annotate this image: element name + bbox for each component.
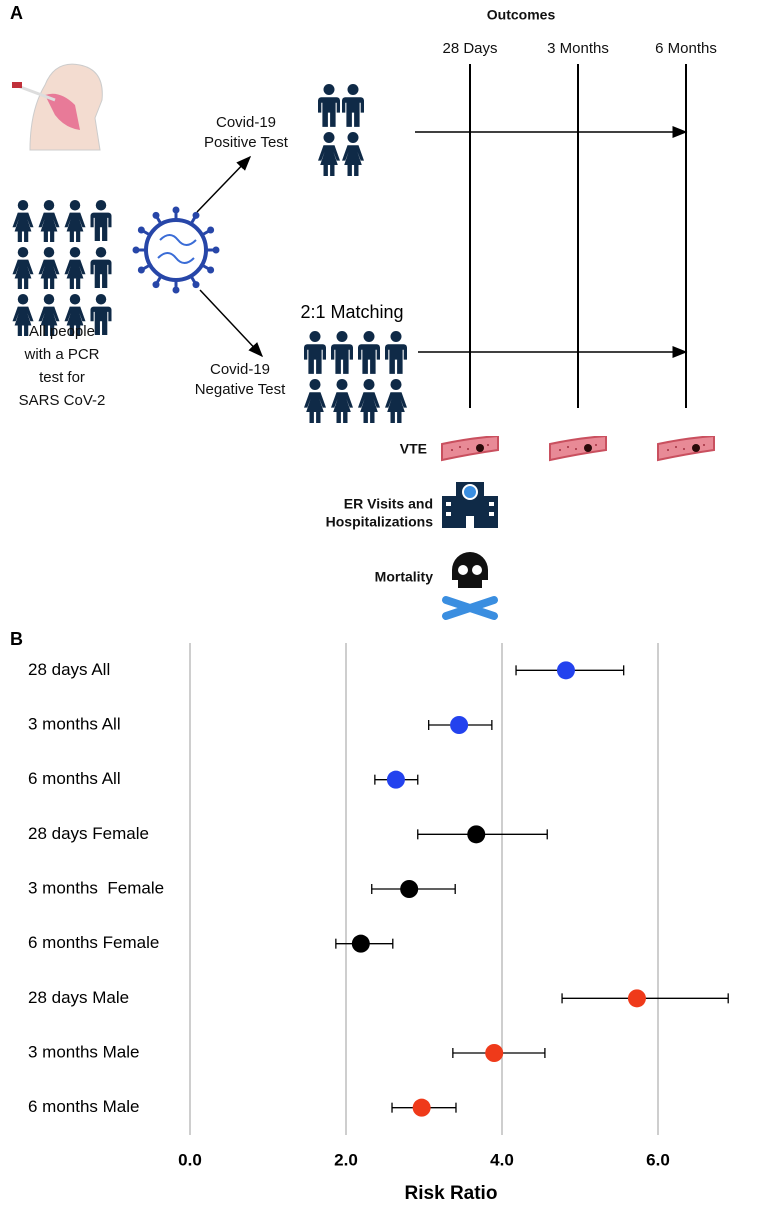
y-tick-label: 3 months Female — [28, 878, 164, 897]
person-icon — [64, 200, 86, 242]
person-icon — [342, 84, 364, 127]
person-icon — [331, 379, 353, 423]
label: All people — [29, 323, 95, 340]
person-icon — [12, 200, 34, 242]
x-tick-label: 0.0 — [178, 1150, 202, 1169]
virus-spike — [172, 286, 180, 294]
y-tick-label: 28 days All — [28, 660, 110, 679]
vein-icon — [657, 436, 715, 461]
y-tick-label: 3 months All — [28, 714, 121, 733]
label: Covid-19 — [210, 361, 270, 378]
point — [386, 770, 405, 789]
label: 3 Months — [547, 40, 609, 57]
virus-spike — [192, 211, 200, 219]
label: SARS CoV-2 — [19, 392, 106, 409]
person-icon — [342, 132, 364, 176]
panel-label: A — [10, 3, 23, 23]
label: 28 Days — [442, 40, 497, 57]
person-icon — [358, 331, 380, 374]
person-icon — [304, 379, 326, 423]
virus-spike — [207, 226, 215, 234]
y-tick-label: 6 months Female — [28, 933, 159, 952]
label: Hospitalizations — [326, 514, 434, 530]
person-icon — [318, 84, 340, 127]
person-icon — [385, 331, 407, 374]
person-icon — [304, 331, 326, 374]
virus-spike — [212, 246, 220, 254]
person-icon — [90, 200, 112, 241]
virus-spike — [137, 266, 145, 274]
y-tick-label: 28 days Male — [28, 988, 129, 1007]
label: test for — [39, 369, 85, 386]
virus-spike — [207, 266, 215, 274]
virus-spike — [152, 211, 160, 219]
skull-icon — [442, 552, 498, 620]
swab-illustration — [12, 63, 103, 151]
label: Positive Test — [204, 134, 289, 151]
y-tick-label: 3 months Male — [28, 1042, 140, 1061]
virus — [132, 206, 220, 294]
vein-icon — [441, 436, 499, 461]
person-icon — [64, 247, 86, 289]
label: Negative Test — [195, 381, 286, 398]
person-icon — [358, 379, 380, 423]
virus-spike — [132, 246, 140, 254]
x-tick-label: 4.0 — [490, 1150, 514, 1169]
arrow — [196, 155, 252, 213]
label: ER Visits and — [344, 496, 433, 512]
person-icon — [385, 379, 407, 423]
virus-spike — [137, 226, 145, 234]
virus-spike — [192, 281, 200, 289]
point — [556, 661, 575, 680]
person-icon — [38, 200, 60, 242]
arrow — [199, 289, 264, 358]
point — [412, 1098, 431, 1117]
point — [467, 825, 486, 844]
x-axis-title: Risk Ratio — [405, 1183, 498, 1204]
label: Covid-19 — [216, 114, 276, 131]
label: 6 Months — [655, 40, 717, 57]
virus-spike — [152, 281, 160, 289]
label: Mortality — [375, 569, 434, 585]
person-icon — [90, 247, 112, 288]
person-icon — [331, 331, 353, 374]
point — [450, 716, 469, 734]
point — [400, 880, 419, 898]
point — [627, 989, 646, 1008]
point — [485, 1044, 504, 1062]
y-tick-label: 6 months Male — [28, 1097, 140, 1116]
label: 2:1 Matching — [300, 302, 403, 322]
vein-icon — [549, 436, 607, 461]
point — [351, 934, 370, 953]
label: with a PCR — [23, 346, 99, 363]
person-icon — [38, 247, 60, 289]
timeline — [469, 64, 687, 408]
label: VTE — [400, 441, 427, 457]
x-tick-label: 6.0 — [646, 1150, 670, 1169]
person-icon — [318, 132, 340, 176]
x-tick-label: 2.0 — [334, 1150, 358, 1169]
label: Outcomes — [487, 7, 556, 23]
person-icon — [12, 247, 34, 289]
y-tick-label: 6 months All — [28, 769, 121, 788]
panel-label: B — [10, 629, 23, 649]
virus-spike — [172, 206, 180, 214]
hospital-icon — [442, 482, 498, 528]
y-tick-label: 28 days Female — [28, 824, 149, 843]
